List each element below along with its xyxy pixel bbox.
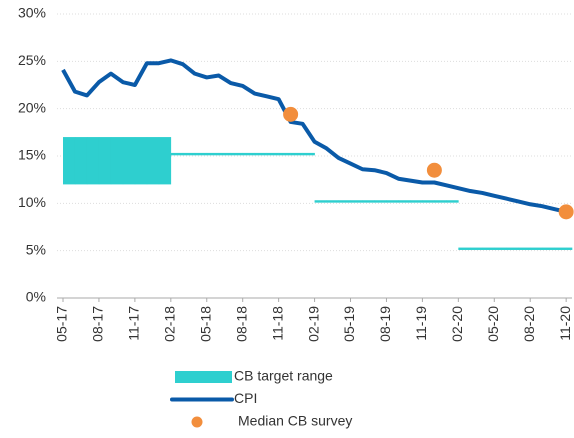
- x-tick-label: 11-20: [557, 306, 573, 341]
- target-range: [170, 152, 184, 156]
- x-tick-label: 11-18: [269, 306, 285, 341]
- target-range: [230, 152, 243, 156]
- target-range: [302, 152, 315, 156]
- target-range: [530, 247, 543, 250]
- target-range: [374, 200, 387, 203]
- survey-point: [283, 106, 299, 122]
- target-range: [458, 247, 471, 250]
- x-tick-label: 08-17: [90, 306, 106, 342]
- target-range: [254, 152, 267, 156]
- y-tick-label: 30%: [18, 5, 46, 21]
- target-range: [410, 200, 423, 203]
- target-range: [434, 200, 447, 203]
- target-range: [110, 137, 124, 185]
- target-range: [494, 247, 507, 250]
- target-range: [242, 152, 255, 156]
- x-tick-label: 05-19: [341, 306, 357, 342]
- target-range: [63, 137, 76, 185]
- x-tick-label: 05-18: [197, 306, 213, 342]
- target-range: [482, 247, 495, 250]
- y-tick-label: 0%: [26, 289, 46, 305]
- target-range: [338, 200, 351, 203]
- target-range: [134, 137, 148, 185]
- target-range: [86, 137, 100, 185]
- target-range: [182, 152, 196, 156]
- survey-point: [426, 162, 442, 178]
- legend-label: CPI: [234, 390, 257, 406]
- target-range: [266, 152, 279, 156]
- x-tick-label: 05-20: [485, 306, 501, 342]
- target-range: [554, 247, 567, 250]
- y-tick-label: 5%: [26, 241, 46, 257]
- y-tick-label: 25%: [18, 52, 46, 68]
- y-tick-label: 20%: [18, 99, 46, 115]
- target-range: [506, 247, 519, 250]
- x-tick-label: 02-18: [162, 306, 178, 342]
- x-tick-label: 11-19: [413, 306, 429, 341]
- target-range: [398, 200, 411, 203]
- cpi-line: [61, 58, 567, 214]
- target-range: [350, 200, 363, 203]
- target-range: [542, 247, 555, 250]
- target-range: [98, 137, 112, 185]
- x-tick-label: 05-17: [54, 306, 70, 342]
- target-range: [362, 200, 375, 203]
- legend-swatch: [191, 416, 203, 428]
- x-tick-label: 02-19: [305, 306, 321, 342]
- x-tick-label: 08-19: [377, 306, 393, 342]
- target-range: [518, 247, 531, 250]
- legend-label: Median CB survey: [238, 413, 352, 429]
- y-tick-label: 15%: [18, 147, 46, 163]
- target-range: [422, 200, 435, 203]
- target-range: [158, 137, 172, 185]
- target-range: [206, 152, 220, 156]
- x-tick-label: 08-20: [521, 306, 537, 342]
- y-tick-label: 10%: [18, 194, 46, 210]
- x-tick-label: 08-18: [233, 306, 249, 342]
- target-range: [470, 247, 483, 250]
- target-range: [566, 247, 573, 250]
- target-range: [314, 200, 327, 203]
- target-range: [446, 200, 459, 203]
- target-range: [290, 152, 303, 156]
- target-range: [326, 200, 339, 203]
- target-range: [194, 152, 208, 156]
- target-range: [146, 137, 160, 185]
- target-range: [218, 152, 232, 156]
- x-tick-label: 11-17: [126, 306, 142, 341]
- survey-point: [558, 204, 574, 220]
- target-range: [74, 137, 88, 185]
- target-range: [386, 200, 399, 203]
- target-range: [278, 152, 291, 156]
- target-range: [122, 137, 136, 185]
- x-tick-label: 02-20: [449, 306, 465, 342]
- legend-label: CB target range: [234, 368, 333, 384]
- legend-swatch: [175, 371, 232, 383]
